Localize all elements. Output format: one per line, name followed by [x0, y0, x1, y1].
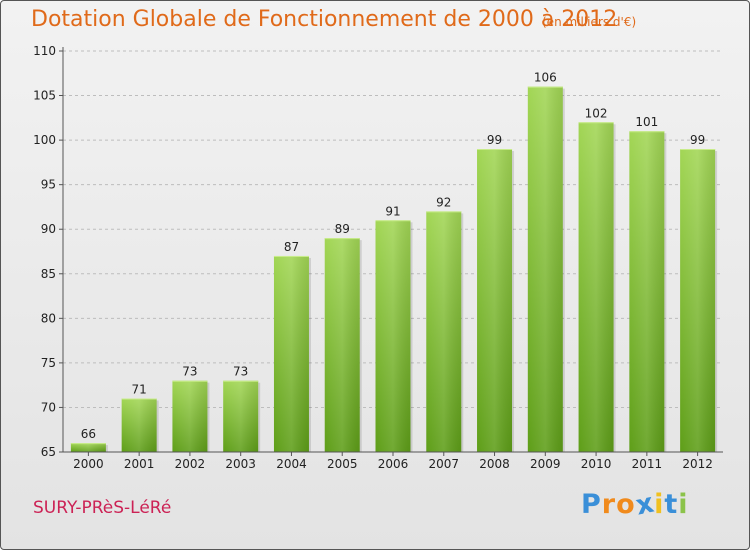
x-tick-label: 2012: [682, 457, 713, 471]
bar-value-label: 89: [335, 222, 350, 236]
bar-group: 91: [375, 204, 413, 452]
bar-value-label: 99: [690, 133, 705, 147]
bar-highlight: [223, 380, 259, 452]
bar-highlight: [273, 255, 309, 452]
bar-group: 101: [629, 115, 667, 452]
bar-group: 66: [70, 427, 108, 452]
bar-value-label: 66: [81, 427, 96, 441]
bar-value-label: 73: [233, 365, 248, 379]
y-tick-label: 85: [41, 267, 56, 281]
bar-value-label: 71: [132, 383, 147, 397]
bar-group: 99: [680, 133, 718, 452]
x-tick-label: 2006: [378, 457, 409, 471]
logo-letter: i: [654, 489, 665, 520]
x-tick-label: 2011: [632, 457, 663, 471]
proxiti-logo: Proxiti: [581, 487, 689, 521]
logo-letter: r: [601, 489, 617, 520]
x-tick-label: 2004: [276, 457, 307, 471]
x-tick-label: 2003: [225, 457, 256, 471]
commune-name: SURY-PRèS-LéRé: [33, 498, 172, 518]
bar-highlight: [578, 122, 614, 453]
bar-highlight: [680, 149, 716, 452]
x-tick-label: 2010: [581, 457, 612, 471]
logo-letter: P: [581, 489, 602, 520]
bar-group: 73: [172, 365, 210, 452]
x-tick-label: 2000: [73, 457, 104, 471]
x-tick-label: 2001: [124, 457, 155, 471]
x-tick-label: 2005: [327, 457, 358, 471]
bar-highlight: [70, 443, 106, 452]
logo-letter: t: [664, 489, 679, 520]
y-tick-label: 100: [33, 133, 56, 147]
bar-value-label: 99: [487, 133, 502, 147]
bar-group: 87: [273, 240, 311, 452]
bar-group: 71: [121, 383, 159, 452]
bar-highlight: [324, 238, 360, 452]
axes: 65 70 75 80 85 90 95 100 105 110 2000 2001 2002 2003 2…: [33, 44, 723, 471]
bar-highlight: [527, 86, 563, 453]
bar-value-label: 91: [385, 204, 400, 218]
bar-highlight: [121, 398, 157, 452]
y-tick-label: 65: [41, 445, 56, 459]
bar-group: 106: [527, 71, 565, 453]
bar-value-label: 87: [284, 240, 299, 254]
y-tick-label: 105: [33, 89, 56, 103]
bar-highlight: [629, 131, 665, 452]
bar-value-label: 92: [436, 195, 451, 209]
logo-letter: o: [616, 489, 636, 520]
bar-highlight: [375, 220, 411, 452]
x-tick-label: 2007: [428, 457, 459, 471]
bar-value-label: 102: [585, 106, 608, 120]
bar-highlight: [477, 149, 513, 452]
y-tick-label: 110: [33, 44, 56, 58]
y-tick-label: 80: [41, 311, 56, 325]
bar-group: 73: [223, 365, 261, 452]
y-tick-label: 75: [41, 356, 56, 370]
bar-highlight: [426, 211, 462, 452]
chart-title: Dotation Globale de Fonctionnement de 20…: [31, 7, 618, 32]
bar-group: 92: [426, 195, 464, 452]
bars: 66 71 73 73 87 89 91 92 99 106 102 101 99: [70, 71, 718, 453]
x-tick-label: 2008: [479, 457, 510, 471]
logo-letter: i: [678, 489, 689, 520]
y-tick-label: 90: [41, 222, 56, 236]
chart-subtitle: (en milliers d'€): [542, 15, 637, 29]
bar-value-label: 101: [635, 115, 658, 129]
y-tick-label: 70: [41, 400, 56, 414]
bar-highlight: [172, 380, 208, 452]
x-tick-label: 2002: [175, 457, 206, 471]
bar-group: 99: [477, 133, 515, 452]
x-tick-label: 2009: [530, 457, 561, 471]
bar-value-label: 106: [534, 71, 557, 85]
bar-value-label: 73: [182, 365, 197, 379]
y-tick-label: 95: [41, 178, 56, 192]
bar-group: 102: [578, 106, 616, 453]
bar-group: 89: [324, 222, 362, 452]
